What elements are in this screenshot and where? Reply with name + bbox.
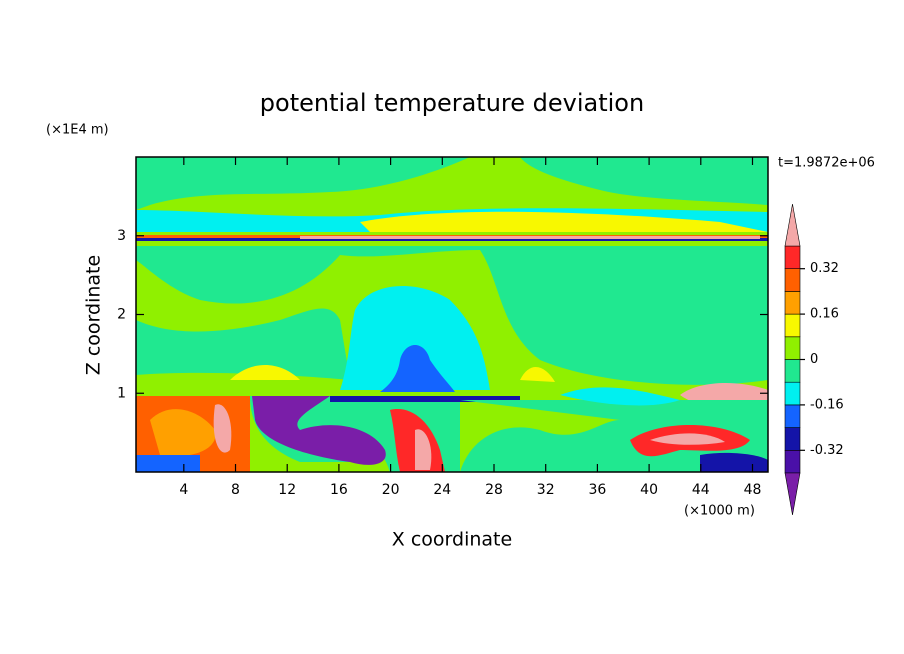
x-tick-label: 44 — [692, 482, 710, 498]
x-tick-label: 4 — [179, 482, 188, 498]
colorbar-extend-high — [784, 203, 801, 247]
time-label: t=1.9872e+06 — [778, 156, 875, 171]
x-tick-label: 48 — [744, 482, 762, 498]
colorbar-box — [784, 336, 801, 360]
y-unit-label: (×1E4 m) — [46, 123, 109, 138]
contour-field — [136, 157, 768, 472]
x-tick-label: 40 — [640, 482, 658, 498]
x-tick-label: 8 — [231, 482, 240, 498]
x-tick-label: 12 — [278, 482, 296, 498]
y-tick-label: 1 — [117, 385, 126, 401]
colorbar-extend-low — [784, 472, 801, 516]
colorbar-box — [784, 291, 801, 315]
x-tick-label: 20 — [382, 482, 400, 498]
x-tick-label: 36 — [588, 482, 606, 498]
x-tick-label: 32 — [537, 482, 555, 498]
y-axis-title: Z coordinate — [83, 255, 105, 375]
colorbar-box — [784, 404, 801, 428]
colorbar-tick-label: 0 — [810, 352, 818, 367]
colorbar-box — [784, 449, 801, 474]
x-axis-title: X coordinate — [392, 529, 512, 551]
colorbar-tick-label: 0.32 — [810, 261, 839, 276]
x-unit-label: (×1000 m) — [684, 504, 755, 519]
colorbar-tick-label: 0.16 — [810, 307, 839, 322]
x-tick-label: 24 — [433, 482, 451, 498]
colorbar-box — [784, 381, 801, 406]
colorbar-box — [784, 427, 801, 451]
colorbar-box — [784, 313, 801, 338]
colorbar-box — [784, 359, 801, 383]
colorbar-tick-label: -0.32 — [810, 443, 844, 458]
y-tick-label: 2 — [117, 307, 126, 323]
colorbar-tick-label: -0.16 — [810, 397, 844, 412]
colorbar-box — [784, 245, 801, 270]
y-tick-label: 3 — [117, 228, 126, 244]
colorbar-box — [784, 268, 801, 292]
x-tick-label: 28 — [485, 482, 503, 498]
x-tick-label: 16 — [330, 482, 348, 498]
chart-title: potential temperature deviation — [260, 89, 644, 117]
